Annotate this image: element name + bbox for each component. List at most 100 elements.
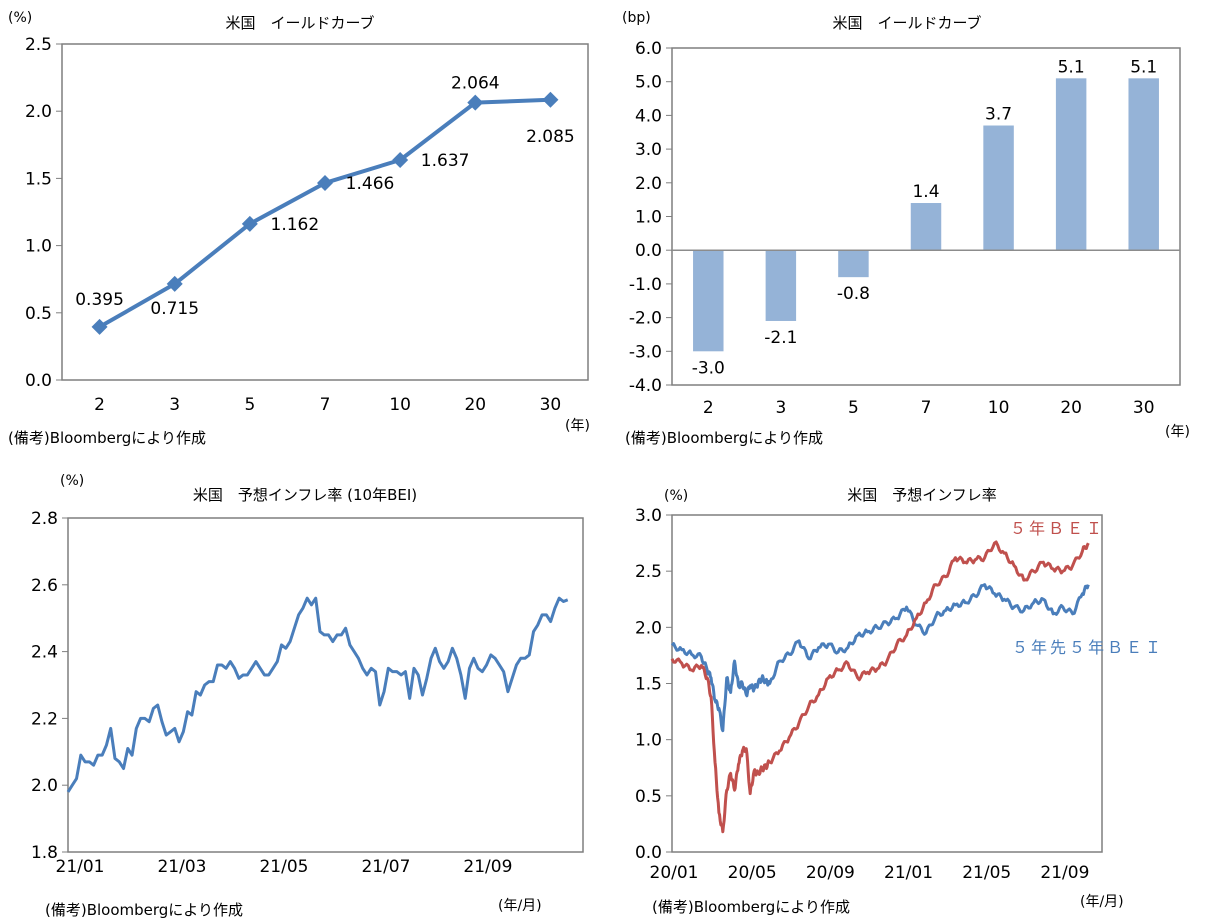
data-label: 1.4 [912, 182, 939, 202]
y-tick-label: 6.0 [635, 39, 662, 59]
x-tick-label: 20/01 [650, 863, 699, 883]
data-label: 2.064 [451, 74, 500, 94]
y-tick-label: -4.0 [629, 376, 662, 396]
plot-frame [67, 517, 584, 853]
y-tick-label: 2.8 [31, 509, 58, 529]
data-point-marker [241, 215, 258, 232]
x-tick-label: 2 [703, 398, 714, 418]
data-label: 2.085 [526, 127, 575, 147]
chart-bei-10y: 米国 予想インフレ率 (10年BEI) (%) 1.8 2.0 2.2 2.4 2.6 2… [31, 473, 584, 919]
data-point-marker [542, 91, 559, 108]
x-tick-labels: 2 3 5 7 10 20 30 [703, 398, 1155, 418]
x-tick-label: 21/01 [884, 863, 933, 883]
y-tick-label: 0.5 [25, 304, 52, 324]
bar [1055, 78, 1087, 251]
data-marks [66, 596, 569, 793]
x-axis-unit: (年/月) [498, 898, 542, 914]
chart-yield-curve-level: 米国 イールドカーブ (%) 0.0 0.5 1.0 1.5 2.0 2.5 2 3 5 7 10… [8, 10, 590, 447]
data-point-marker [467, 94, 484, 111]
data-label: 5.1 [1130, 57, 1157, 77]
x-tick-label: 20 [464, 395, 486, 415]
chart-title: 米国 予想インフレ率 (10年BEI) [193, 486, 417, 504]
x-tick-label: 5 [244, 395, 255, 415]
y-axis-unit: (%) [664, 488, 688, 504]
y-tick-label: 2.0 [25, 102, 52, 122]
series-line [98, 97, 551, 329]
y-tick-labels: 1.8 2.0 2.2 2.4 2.6 2.8 [31, 509, 68, 863]
data-point-marker [392, 151, 409, 168]
y-axis-unit: (%) [60, 473, 84, 489]
data-marks [670, 540, 1090, 834]
x-tick-labels: 21/01 21/03 21/05 21/07 21/09 [56, 857, 513, 877]
plot-frame [61, 43, 589, 381]
series-line [670, 540, 1090, 834]
y-tick-label: 0.0 [635, 241, 662, 261]
x-tick-label: 20 [1060, 398, 1082, 418]
data-label: 3.7 [985, 105, 1012, 125]
x-tick-label: 2 [94, 395, 105, 415]
series-line [670, 583, 1090, 733]
chart-yield-curve-change: 米国 イールドカーブ (bp) -4.0 -3.0 -2.0 -1.0 0.0 1.0 2.… [622, 10, 1190, 447]
y-tick-label: 2.2 [31, 709, 58, 729]
x-tick-label: 7 [320, 395, 331, 415]
x-axis-unit: (年) [565, 418, 590, 434]
data-label: 5.1 [1058, 57, 1085, 77]
y-tick-label: 0.0 [635, 843, 662, 863]
x-tick-label: 21/05 [962, 863, 1011, 883]
source-note: (備考)Bloombergにより作成 [45, 901, 243, 919]
y-tick-label: 0.0 [25, 371, 52, 391]
data-point-marker [91, 318, 108, 335]
x-tick-label: 21/01 [56, 857, 105, 877]
y-tick-label: 2.5 [25, 35, 52, 55]
bar [693, 250, 724, 352]
x-tick-label: 21/09 [1040, 863, 1089, 883]
chart-title: 米国 予想インフレ率 [847, 486, 997, 504]
y-tick-labels: 0.0 0.5 1.0 1.5 2.0 2.5 3.0 [635, 506, 672, 863]
data-point-marker [166, 275, 183, 292]
x-tick-label: 20/05 [728, 863, 777, 883]
x-tick-label: 10 [389, 395, 411, 415]
bar [1128, 78, 1159, 251]
bar [910, 203, 942, 251]
x-tick-label: 21/05 [259, 857, 308, 877]
y-tick-label: 2.4 [31, 643, 58, 663]
y-tick-label: -3.0 [629, 342, 662, 362]
y-axis-unit: (%) [8, 10, 32, 26]
data-marks [91, 91, 559, 335]
data-label: 0.715 [150, 299, 199, 319]
data-labels: 0.395 0.715 1.162 1.466 1.637 2.064 2.085 [75, 74, 575, 319]
source-note: (備考)Bloombergにより作成 [625, 429, 823, 447]
bar [838, 250, 869, 278]
chart-title: 米国 イールドカーブ [225, 14, 374, 32]
plot-frame [671, 514, 1103, 853]
y-tick-labels: 0.0 0.5 1.0 1.5 2.0 2.5 [25, 35, 62, 391]
x-tick-label: 5 [848, 398, 859, 418]
data-label: -3.0 [692, 358, 725, 378]
y-tick-label: 2.5 [635, 562, 662, 582]
y-tick-label: 1.5 [25, 169, 52, 189]
y-tick-label: 2.0 [635, 174, 662, 194]
y-tick-label: 3.0 [635, 506, 662, 526]
x-tick-label: 10 [988, 398, 1010, 418]
bar [765, 250, 797, 321]
y-tick-label: 1.0 [25, 237, 52, 257]
data-label: 1.466 [346, 174, 395, 194]
legend-label-5y-bei: ５年ＢＥＩ [1010, 519, 1105, 538]
y-tick-label: 2.6 [31, 576, 58, 596]
data-label: 1.637 [421, 151, 470, 171]
x-tick-label: 21/07 [361, 857, 410, 877]
x-axis-unit: (年/月) [1080, 894, 1124, 910]
y-axis-unit: (bp) [622, 10, 651, 26]
source-note: (備考)Bloombergにより作成 [8, 429, 206, 447]
chart-bei-5y-5y5y: 米国 予想インフレ率 (%) 0.0 0.5 1.0 1.5 2.0 2.5 3.0 20/… [635, 486, 1161, 916]
y-tick-label: -2.0 [629, 309, 662, 329]
data-label: 0.395 [75, 290, 124, 310]
y-tick-label: 2.0 [31, 776, 58, 796]
data-label: 1.162 [271, 215, 320, 235]
x-tick-label: 20/09 [806, 863, 855, 883]
x-tick-label: 3 [169, 395, 180, 415]
x-tick-label: 21/09 [463, 857, 512, 877]
y-tick-label: 5.0 [635, 73, 662, 93]
y-tick-label: 4.0 [635, 106, 662, 126]
